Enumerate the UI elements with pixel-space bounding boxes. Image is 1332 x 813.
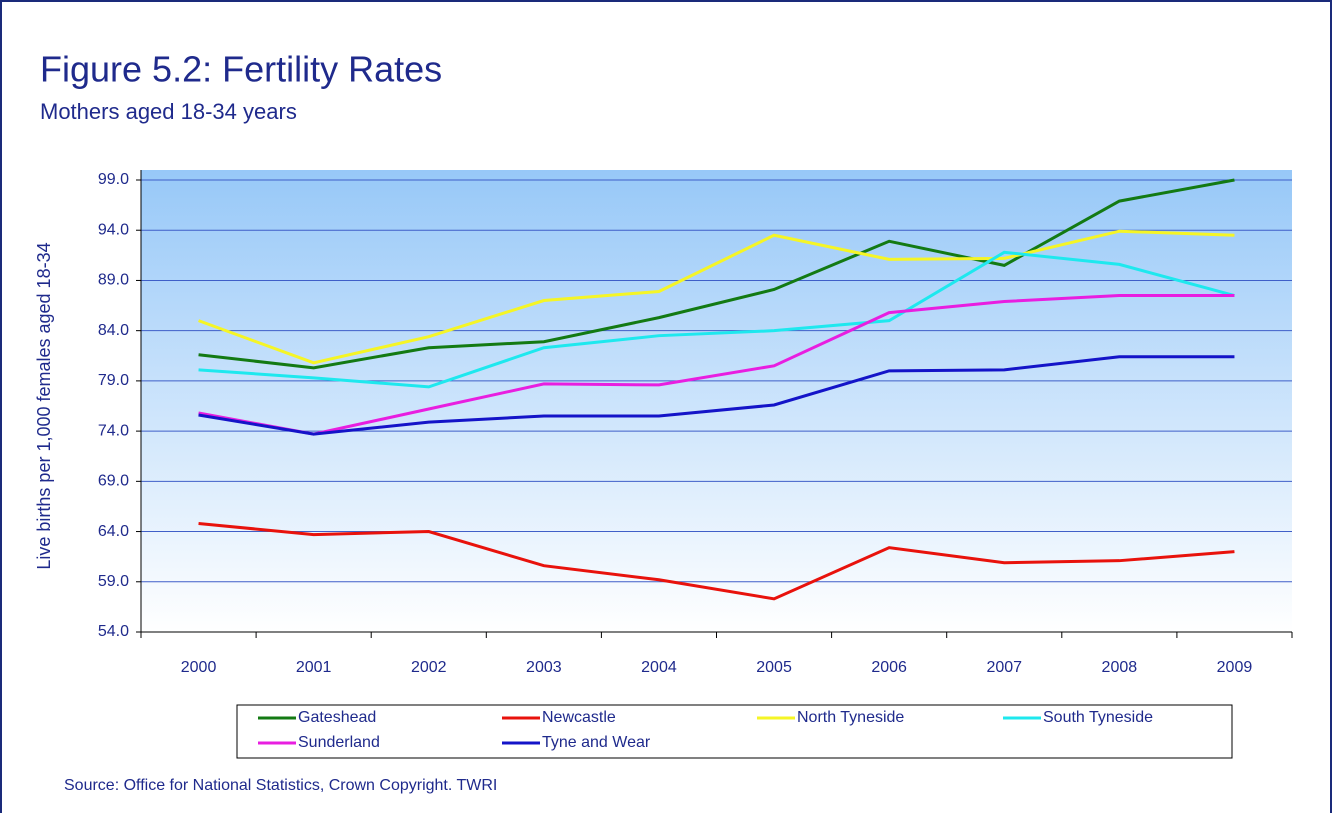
series-line — [198, 294, 1235, 436]
x-tick-label: 2004 — [641, 659, 677, 676]
series-line — [198, 522, 1235, 601]
x-tick-label: 2008 — [1102, 659, 1138, 676]
plot-area — [141, 170, 1292, 632]
legend-label: North Tyneside — [797, 709, 904, 726]
y-tick-label: 79.0 — [98, 372, 129, 389]
y-tick-label: 69.0 — [98, 473, 129, 490]
chart-subtitle: Mothers aged 18-34 years — [40, 99, 297, 124]
legend — [236, 704, 1233, 759]
y-tick-label: 74.0 — [98, 422, 129, 439]
y-tick-label: 64.0 — [98, 523, 129, 540]
legend-label: Sunderland — [298, 734, 380, 751]
legend-label: South Tyneside — [1043, 709, 1153, 726]
x-tick-label: 2006 — [871, 659, 907, 676]
y-axis-label: Live births per 1,000 females aged 18-34 — [34, 242, 54, 569]
series-line — [198, 229, 1235, 365]
series-line — [198, 178, 1235, 370]
legend-label: Tyne and Wear — [542, 734, 651, 751]
x-tick-label: 2009 — [1217, 659, 1253, 676]
source-note: Source: Office for National Statistics, … — [64, 777, 497, 794]
series-line — [198, 250, 1235, 389]
y-tick-label: 89.0 — [98, 272, 129, 289]
legend-label: Gateshead — [298, 709, 376, 726]
y-tick-label: 94.0 — [98, 221, 129, 238]
y-tick-label: 54.0 — [98, 623, 129, 640]
y-tick-label: 99.0 — [98, 171, 129, 188]
x-tick-label: 2000 — [181, 659, 217, 676]
y-tick-label: 84.0 — [98, 322, 129, 339]
x-tick-label: 2005 — [756, 659, 792, 676]
legend-label: Newcastle — [542, 709, 616, 726]
x-tick-label: 2003 — [526, 659, 562, 676]
x-tick-label: 2002 — [411, 659, 447, 676]
series-line — [198, 355, 1235, 436]
y-tick-label: 59.0 — [98, 573, 129, 590]
x-tick-label: 2001 — [296, 659, 332, 676]
chart-title: Figure 5.2: Fertility Rates — [40, 49, 442, 90]
x-tick-label: 2007 — [986, 659, 1022, 676]
